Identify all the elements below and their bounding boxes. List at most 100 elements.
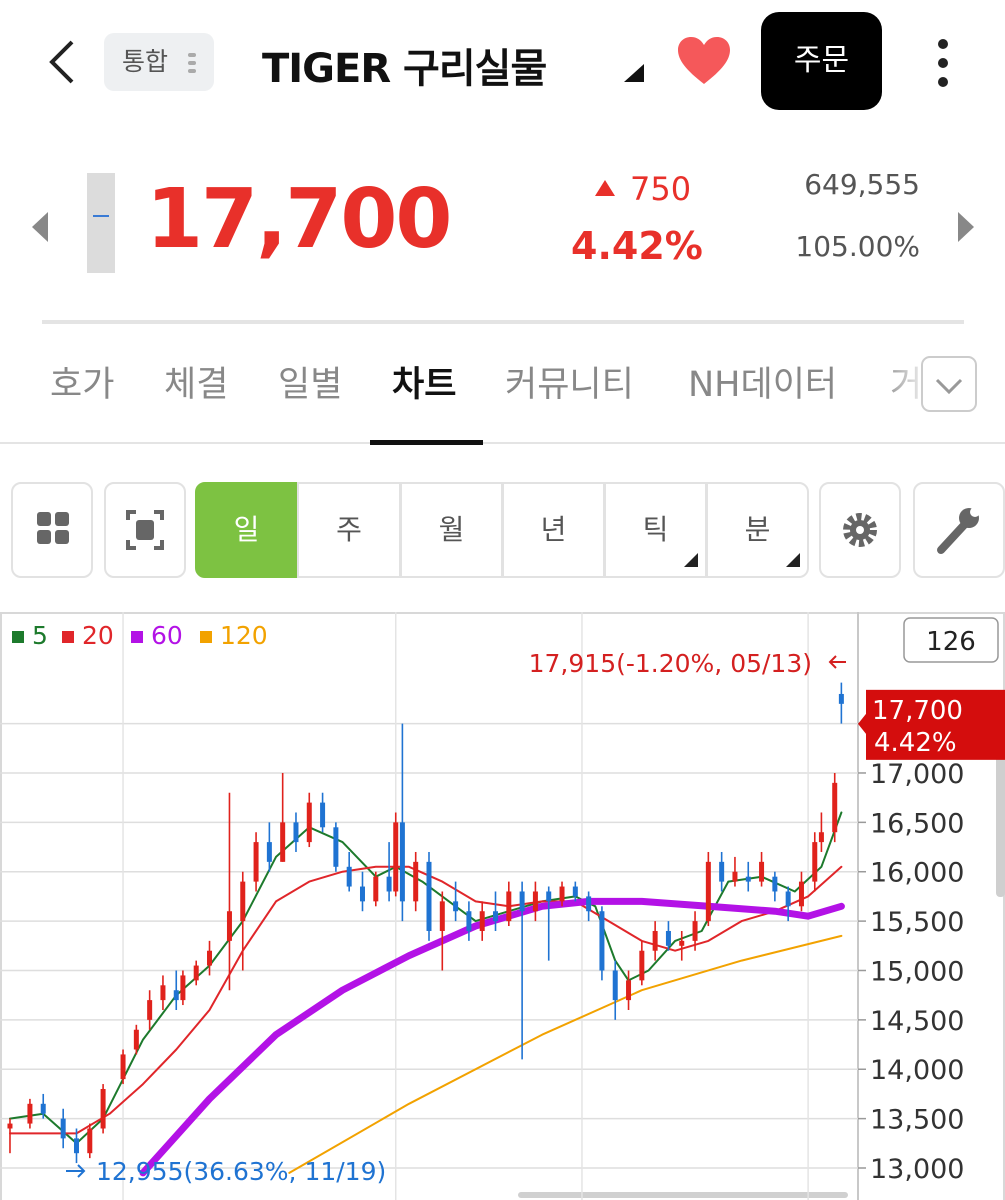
last-price-label: 17,700: [872, 696, 963, 726]
legend-swatch: [12, 631, 24, 643]
count-badge: 126: [926, 627, 976, 657]
gear-icon: [843, 513, 877, 547]
candle-body: [559, 886, 565, 902]
candle-body: [87, 1128, 93, 1154]
period-button[interactable]: 월: [400, 482, 503, 578]
candle-body: [173, 990, 179, 1001]
y-tick-label: 16,500: [870, 808, 964, 839]
candle-body: [147, 1000, 153, 1020]
divider: [42, 320, 964, 324]
tab[interactable]: 일별: [278, 365, 343, 405]
y-tick-label: 15,500: [870, 907, 964, 938]
ma-line: [9, 865, 843, 1135]
candle-body: [207, 950, 213, 966]
candle-body: [818, 832, 824, 843]
candle-body: [293, 822, 299, 843]
candle-body: [439, 901, 445, 931]
tab[interactable]: 체결: [164, 365, 229, 405]
high-note-arrow: [828, 655, 846, 669]
tag-icon: [188, 53, 196, 77]
candle-body: [626, 980, 632, 1001]
tab[interactable]: 호가: [50, 365, 115, 405]
tools-button[interactable]: [913, 482, 1005, 578]
ma-line: [288, 934, 843, 1174]
candle-body: [679, 940, 685, 946]
candle-body: [719, 861, 725, 882]
ma-line: [9, 811, 843, 1145]
candle-body: [692, 921, 698, 941]
candle-body: [180, 975, 186, 1001]
candle-body: [732, 871, 738, 882]
low-note-arrow: [66, 1164, 86, 1178]
y-tick-label: 13,000: [870, 1154, 964, 1185]
settings-button[interactable]: [819, 482, 901, 578]
order-button[interactable]: 주문: [761, 12, 882, 110]
legend-label: 60: [151, 621, 183, 650]
candle-body: [240, 881, 246, 922]
candle-body: [266, 842, 272, 862]
candle-body: [160, 985, 166, 1001]
ma-line: [139, 897, 845, 1177]
low-note: 12,955(36.63%, 11/19): [96, 1157, 386, 1186]
candle-body: [665, 930, 671, 946]
tab[interactable]: NH데이터: [688, 365, 838, 405]
h-scrollbar: [518, 1192, 848, 1198]
candle-body: [120, 1054, 126, 1080]
period-button[interactable]: 일: [195, 482, 298, 578]
candle-body: [359, 886, 365, 902]
capture-icon: [126, 510, 164, 550]
candle-body: [572, 886, 578, 897]
candle-body: [386, 876, 392, 892]
tab[interactable]: 커뮤니티: [505, 365, 634, 405]
legend-label: 120: [220, 621, 268, 650]
period-button[interactable]: 틱: [604, 482, 707, 578]
candle-body: [320, 802, 326, 828]
next-arrow[interactable]: [956, 212, 976, 242]
dropdown-icon[interactable]: [622, 62, 648, 84]
stock-title[interactable]: TIGER 구리실물: [262, 46, 547, 92]
candle-body: [393, 822, 399, 892]
favorite-heart[interactable]: [676, 36, 732, 86]
candle-body: [466, 911, 472, 931]
candle-body: [479, 911, 485, 931]
candle-body: [705, 861, 711, 922]
capture-button[interactable]: [104, 482, 186, 578]
legend-swatch: [131, 631, 143, 643]
last-price-box: [866, 689, 1005, 760]
y-tick-label: 14,500: [870, 1006, 964, 1037]
volume: 649,555: [804, 168, 920, 201]
y-tick-label: 17,000: [870, 759, 964, 790]
candle-body: [280, 822, 286, 862]
candle-body: [60, 1118, 66, 1139]
candle-body: [798, 881, 804, 907]
candle-body: [399, 822, 405, 902]
candle-body: [40, 1103, 46, 1114]
period-button[interactable]: 주: [297, 482, 401, 578]
prev-arrow[interactable]: [30, 212, 50, 242]
candle-body: [532, 891, 538, 912]
back-button[interactable]: [40, 38, 80, 86]
candle-body: [493, 911, 499, 922]
candle-body: [373, 876, 379, 902]
scrollbar: [996, 752, 1005, 897]
period-button[interactable]: 년: [502, 482, 605, 578]
candle-body: [27, 1103, 33, 1124]
active-tab-underline: [370, 440, 483, 445]
market-tag[interactable]: 통합: [104, 33, 214, 91]
y-tick-label: 14,000: [870, 1055, 964, 1086]
last-price-pointer: [858, 713, 866, 734]
market-tag-text: 통합: [122, 47, 169, 76]
legend-swatch: [200, 631, 212, 643]
candles: [7, 682, 844, 1164]
layout-button[interactable]: [11, 482, 93, 578]
more-menu[interactable]: [934, 38, 952, 88]
chart-frame: [0, 612, 1005, 1200]
candlestick-chart[interactable]: 13,000 13,500 14,000 14,500 15,000 15,500 16,0…: [0, 612, 1005, 1200]
candle-body: [346, 866, 352, 887]
y-tick-label: 13,500: [870, 1105, 964, 1136]
period-button[interactable]: 분: [706, 482, 809, 578]
tab[interactable]: 차트: [392, 365, 457, 405]
tab-expand-button[interactable]: [921, 356, 977, 412]
candle-body: [7, 1123, 13, 1129]
change-rate: 4.42%: [571, 224, 703, 268]
